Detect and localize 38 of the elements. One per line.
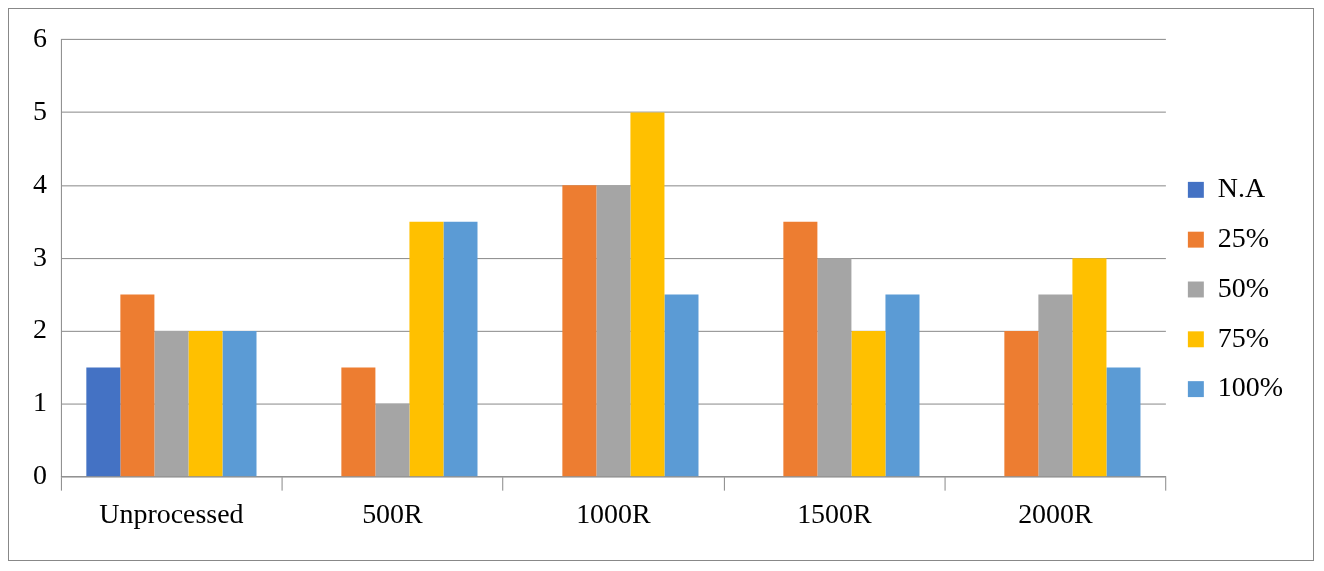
bar [222, 331, 257, 477]
bar [120, 294, 155, 477]
legend-label: 75% [1217, 321, 1270, 353]
bar [664, 294, 699, 477]
bar [817, 258, 852, 477]
bar [375, 403, 410, 477]
x-tick-label: Unprocessed [99, 497, 244, 529]
bar [851, 331, 886, 477]
y-tick-label: 0 [32, 459, 47, 491]
bar [783, 221, 818, 477]
bar [1072, 258, 1107, 477]
y-tick-label: 1 [32, 386, 47, 418]
bar [86, 367, 121, 477]
legend-label: N.A [1217, 172, 1266, 204]
y-tick-label: 3 [32, 240, 47, 272]
bar [562, 185, 597, 477]
bar [409, 221, 444, 477]
bar [341, 367, 376, 477]
legend-label: 50% [1217, 271, 1270, 303]
bar [596, 185, 631, 477]
x-tick-label: 2000R [1018, 497, 1094, 529]
bar [630, 112, 665, 477]
x-tick-label: 1500R [797, 497, 873, 529]
bar [1106, 367, 1141, 477]
y-tick-label: 5 [32, 94, 47, 126]
legend-label: 25% [1217, 222, 1270, 253]
x-tick-label: 500R [362, 497, 424, 529]
bar [885, 294, 920, 477]
bar [1038, 294, 1073, 477]
bar [154, 331, 189, 477]
bar [188, 331, 223, 477]
bar [443, 221, 478, 477]
y-tick-label: 4 [32, 167, 47, 199]
x-tick-label: 1000R [576, 497, 652, 529]
y-tick-label: 6 [32, 22, 47, 54]
legend-label: 100% [1217, 371, 1283, 403]
bar [1004, 331, 1039, 477]
y-tick-label: 2 [32, 313, 47, 345]
